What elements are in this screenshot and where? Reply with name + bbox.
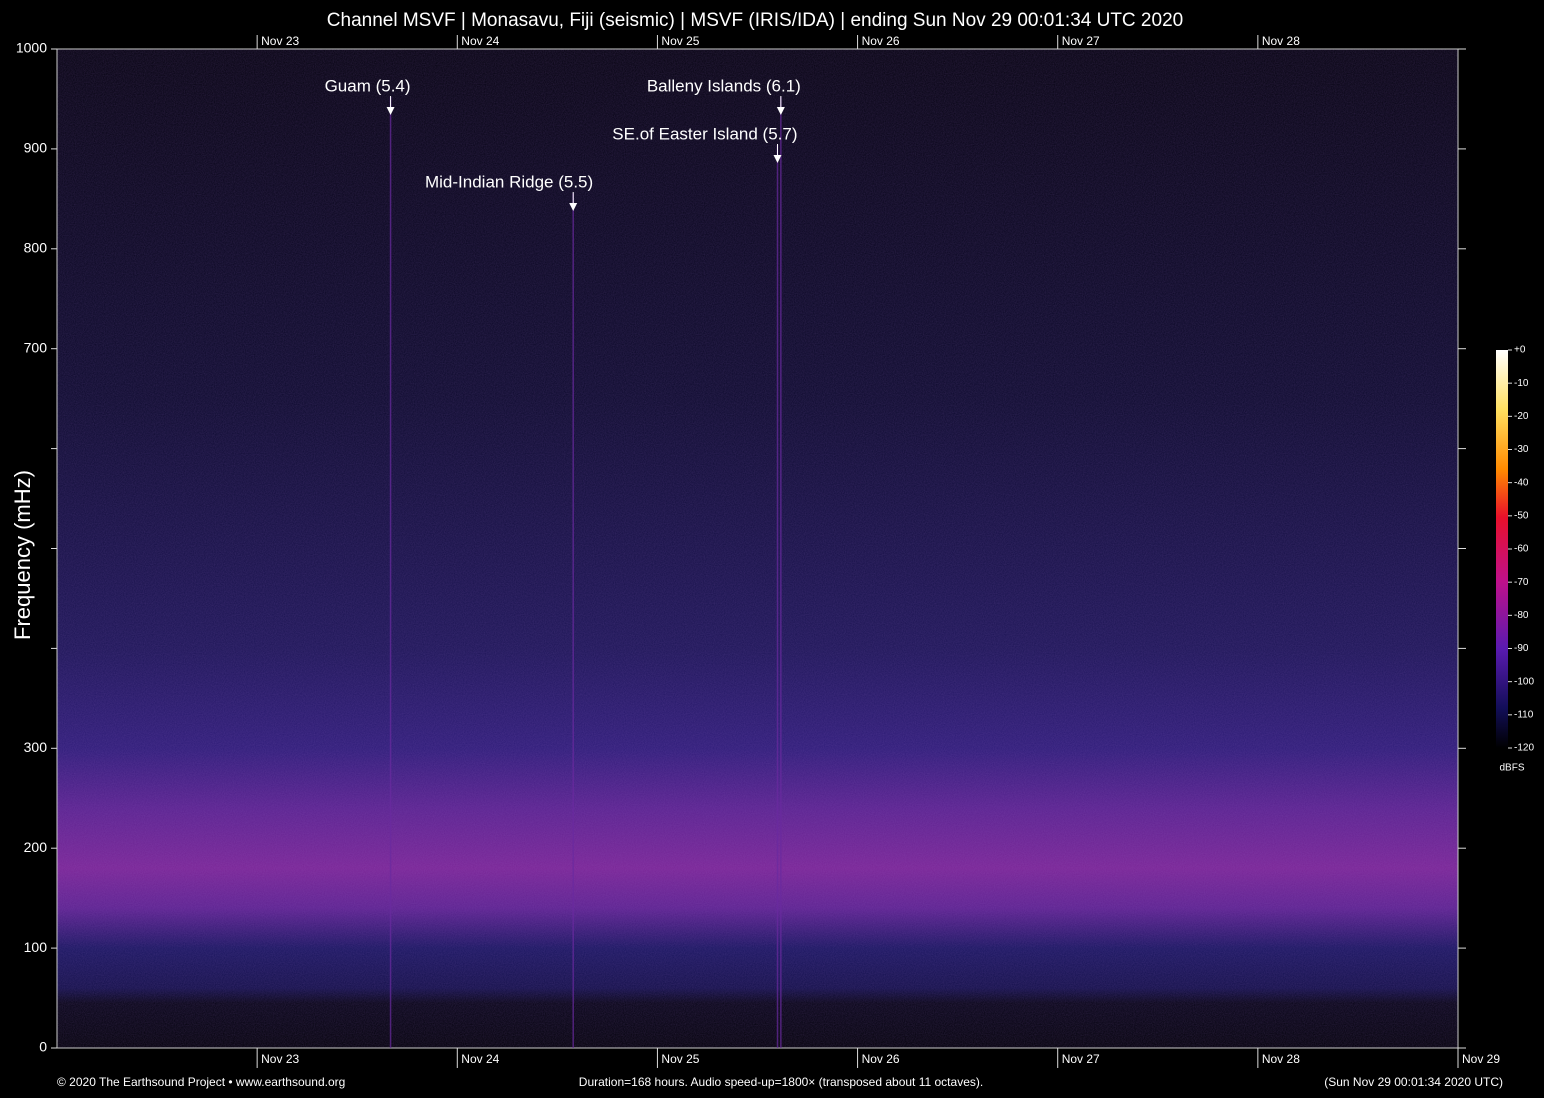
x-tick-label-top: Nov 25: [661, 34, 699, 48]
y-tick-label: 100: [24, 939, 48, 955]
colorbar-tick-label: +0: [1514, 345, 1526, 356]
event-label: Guam (5.4): [325, 76, 411, 95]
colorbar-tick-label: -60: [1514, 544, 1529, 555]
colorbar-tick-label: -50: [1514, 510, 1529, 521]
y-tick-label: 300: [24, 739, 48, 755]
colorbar-tick-label: -120: [1514, 743, 1534, 754]
event-arrow-head: [386, 107, 395, 115]
event-label: SE.of Easter Island (5.7): [612, 124, 797, 143]
x-tick-label: Nov 26: [862, 1052, 900, 1066]
colorbar-tick-label: -90: [1514, 643, 1529, 654]
event-arrow-head: [773, 155, 782, 163]
colorbar-tick-label: -10: [1514, 378, 1529, 389]
y-tick-label: 900: [24, 140, 48, 156]
event-label: Mid-Indian Ridge (5.5): [425, 172, 593, 191]
y-axis-label: Frequency (mHz): [10, 470, 35, 640]
x-tick-label-top: Nov 26: [862, 34, 900, 48]
footer-left: © 2020 The Earthsound Project • www.eart…: [57, 1075, 345, 1089]
event-arrow-head: [776, 107, 785, 115]
colorbar-unit: dBFS: [1499, 763, 1524, 774]
y-tick-label: 0: [39, 1039, 47, 1055]
x-tick-label: Nov 28: [1262, 1052, 1300, 1066]
x-tick-label-top: Nov 24: [461, 34, 499, 48]
colorbar: [1496, 350, 1508, 748]
y-tick-label: 200: [24, 839, 48, 855]
event-label: Balleny Islands (6.1): [647, 76, 801, 95]
colorbar-tick-label: -30: [1514, 444, 1529, 455]
x-tick-label: Nov 29: [1462, 1052, 1500, 1066]
y-tick-label: 1000: [16, 40, 47, 56]
colorbar-tick-label: -80: [1514, 610, 1529, 621]
colorbar-tick-label: -40: [1514, 477, 1529, 488]
event-arrow-head: [569, 203, 578, 211]
x-tick-label: Nov 23: [261, 1052, 299, 1066]
x-tick-label: Nov 24: [461, 1052, 499, 1066]
colorbar-tick-label: -20: [1514, 411, 1529, 422]
spectrogram-noise: [57, 49, 1458, 1048]
y-tick-label: 700: [24, 339, 48, 355]
x-tick-label: Nov 27: [1062, 1052, 1100, 1066]
footer-center: Duration=168 hours. Audio speed-up=1800×…: [579, 1075, 983, 1089]
x-tick-label-top: Nov 28: [1262, 34, 1300, 48]
colorbar-tick-label: -70: [1514, 577, 1529, 588]
colorbar-tick-label: -100: [1514, 676, 1534, 687]
colorbar-tick-label: -110: [1514, 709, 1534, 720]
x-tick-label: Nov 25: [661, 1052, 699, 1066]
y-tick-label: 800: [24, 240, 48, 256]
chart-title: Channel MSVF | Monasavu, Fiji (seismic) …: [327, 10, 1183, 31]
x-tick-label-top: Nov 27: [1062, 34, 1100, 48]
x-tick-label-top: Nov 23: [261, 34, 299, 48]
footer-right: (Sun Nov 29 00:01:34 2020 UTC): [1324, 1075, 1503, 1089]
